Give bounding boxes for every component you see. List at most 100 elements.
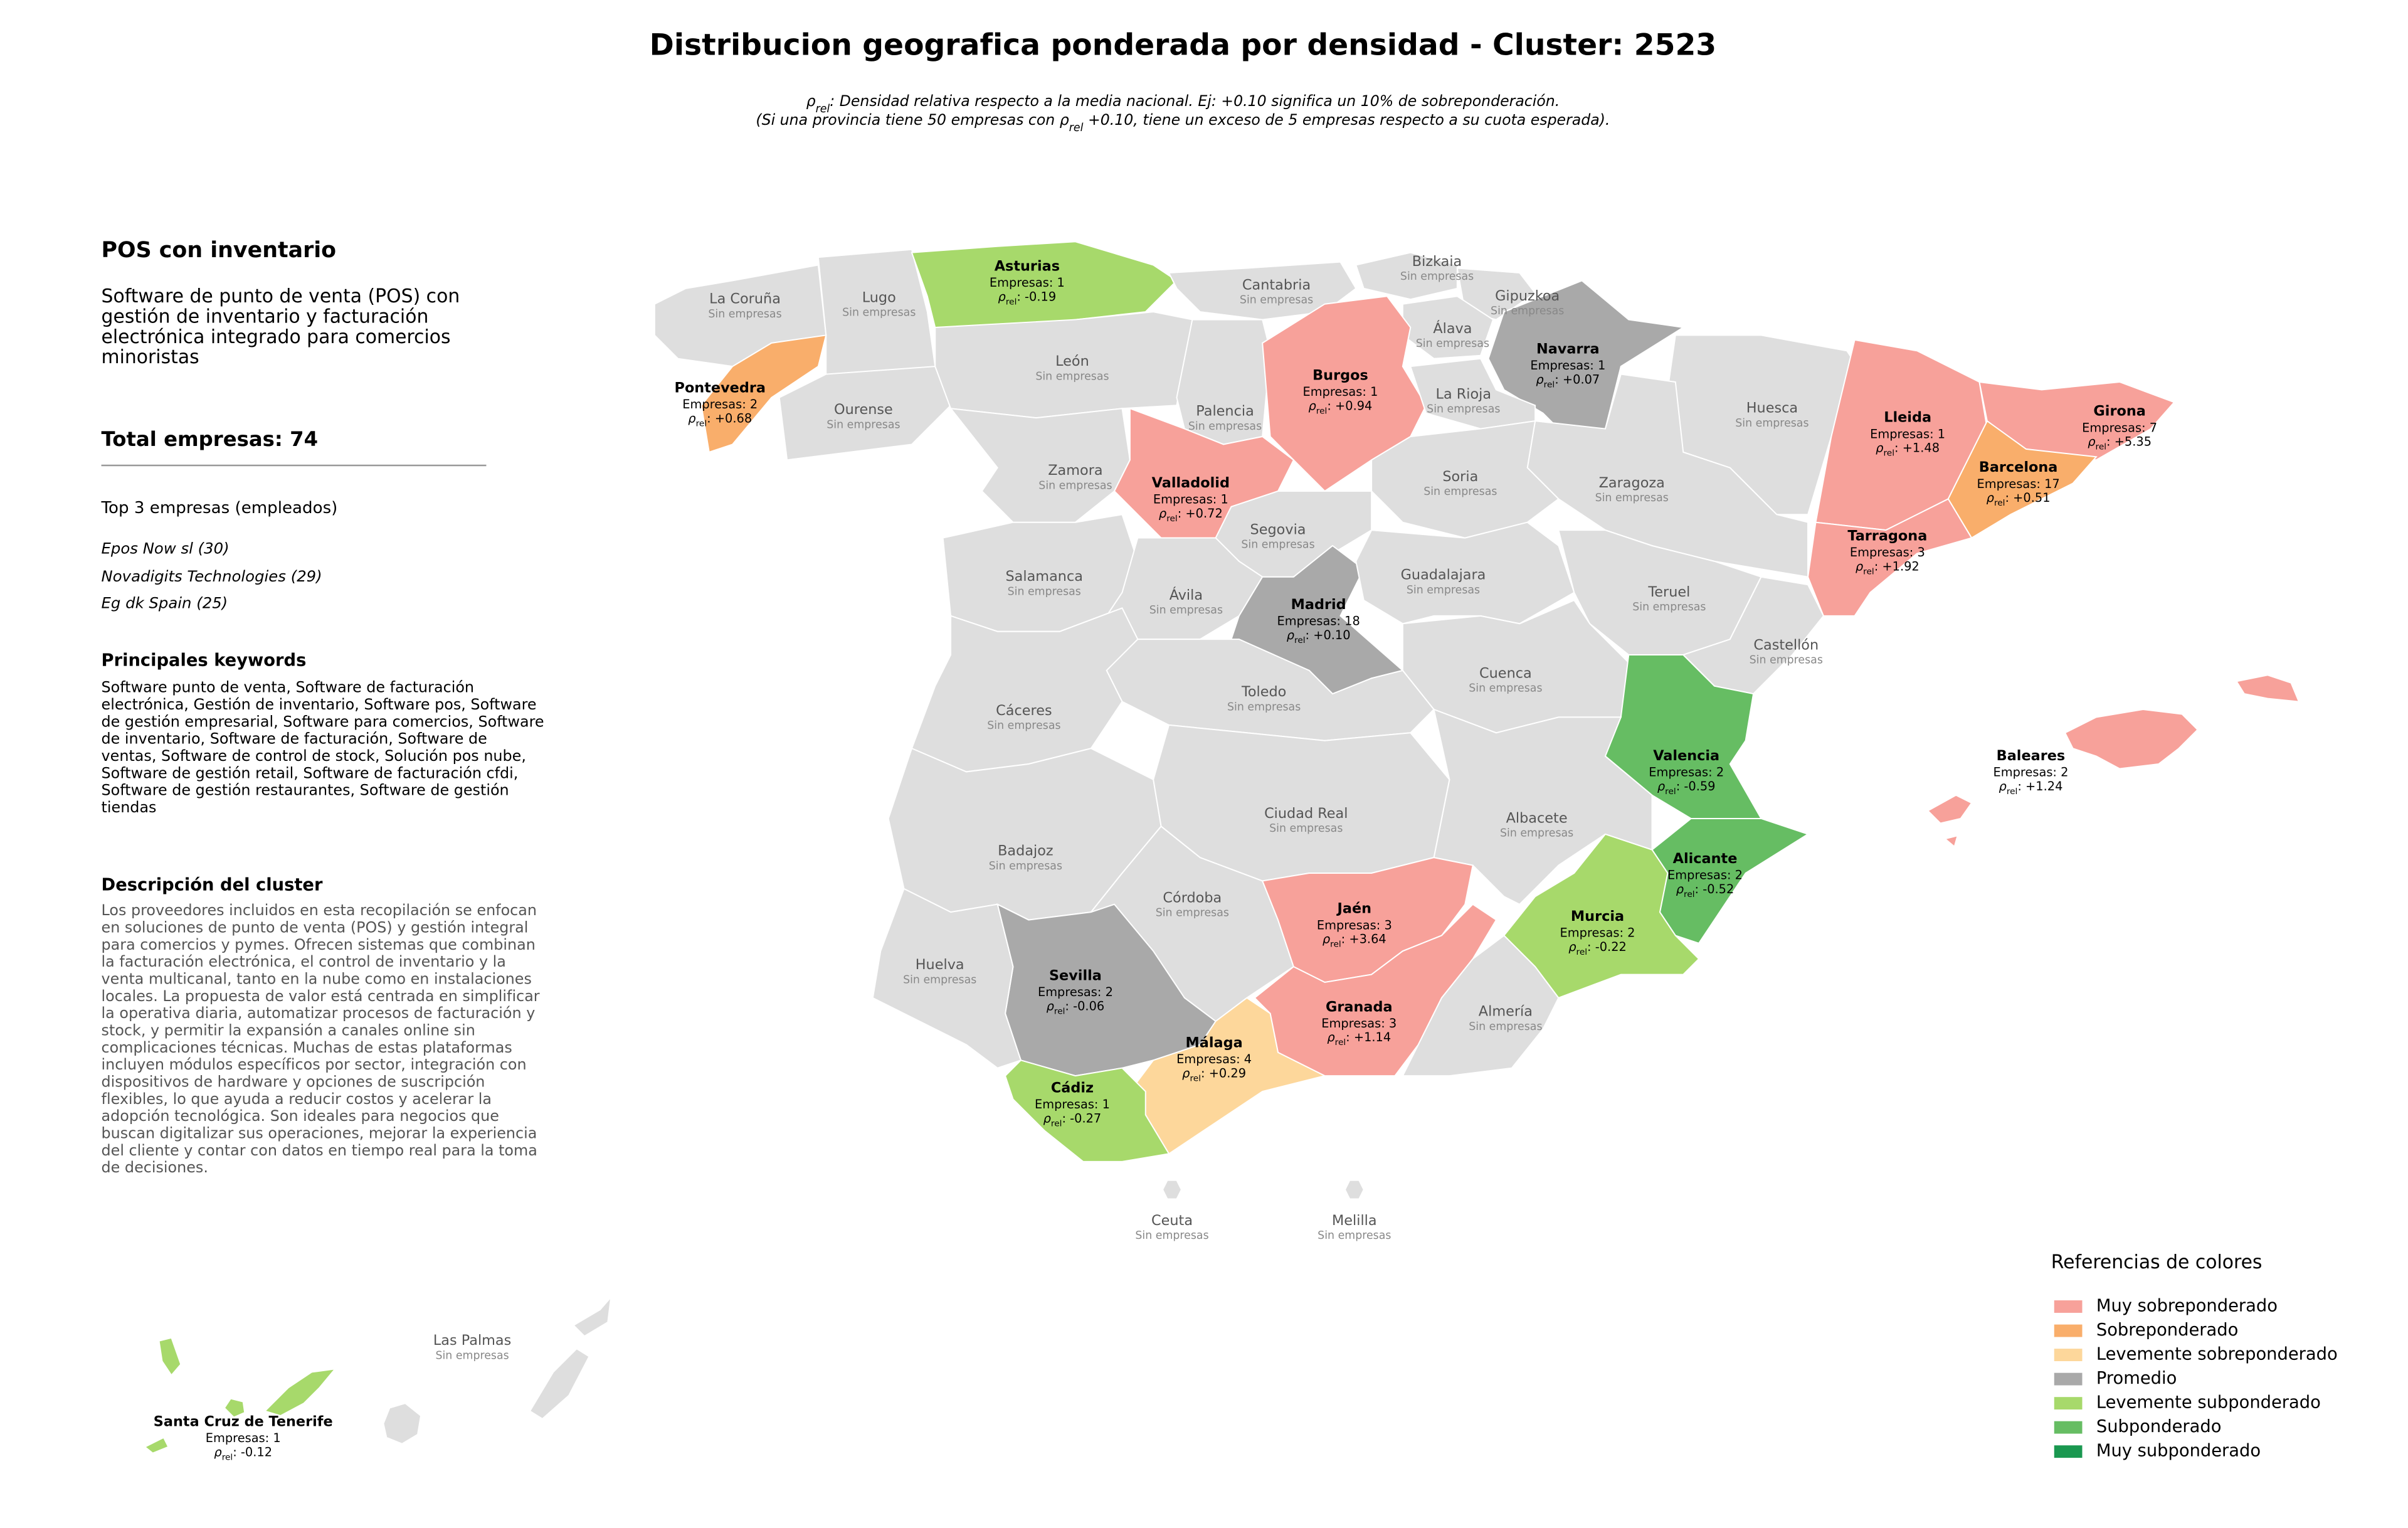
province-name: Granada: [1326, 999, 1393, 1015]
count-value: 1: [1057, 275, 1065, 290]
rho-symbol: ρ: [1327, 1030, 1335, 1044]
province-name: Tarragona: [1847, 528, 1927, 544]
province: [1926, 674, 2300, 848]
province-rho: ρrel: +3.64: [1323, 931, 1386, 950]
province-rho: ρrel: -0.12: [214, 1445, 272, 1463]
top-item: Eg dk Spain (25): [101, 595, 228, 613]
rho-value: +5.35: [2115, 434, 2152, 448]
province-empty: Sin empresas: [989, 860, 1062, 873]
province-empty: Sin empresas: [1227, 701, 1301, 713]
count-value: 7: [2150, 420, 2157, 435]
province: [1355, 252, 1458, 300]
legend-swatch: [2054, 1397, 2083, 1410]
province: [1106, 639, 1435, 741]
rho-value: -0.52: [1703, 882, 1734, 896]
province-count: Empresas: 1: [990, 275, 1065, 290]
province-rho: ρrel: +1.48: [1876, 440, 1940, 459]
count-prefix: Empresas:: [990, 275, 1057, 290]
rho-symbol: ρ: [1536, 372, 1544, 386]
rho-value: +0.10: [1313, 627, 1350, 642]
rho-subscript: rel: [1576, 947, 1588, 957]
province-count: Empresas: 3: [1317, 918, 1392, 932]
rho-separator: :: [1065, 999, 1073, 1013]
rho-symbol: ρ: [2088, 434, 2096, 448]
province-empty: Sin empresas: [1500, 827, 1573, 840]
rho-value: +1.24: [2025, 779, 2062, 793]
province-name: Bizkaia: [1412, 253, 1462, 270]
province-empty: Sin empresas: [1407, 584, 1480, 597]
province-rho: ρrel: +0.29: [1182, 1066, 1246, 1084]
province-count: Empresas: 3: [1850, 545, 1925, 560]
top-item: Epos Now sl (30): [101, 541, 230, 558]
province-rho: ρrel: +0.07: [1536, 372, 1600, 390]
province-name: Huesca: [1746, 400, 1798, 416]
rho-subscript: rel: [1684, 889, 1695, 899]
province-empty: Sin empresas: [1469, 1021, 1542, 1033]
province-count: Empresas: 2: [682, 397, 758, 411]
top-list: Epos Now sl (30) Novadigits Technologies…: [102, 536, 322, 618]
rho-subscript: rel: [1994, 498, 2005, 508]
count-value: 2: [1735, 867, 1743, 882]
province-empty: Sin empresas: [708, 308, 781, 321]
rho-separator: :: [1178, 506, 1186, 521]
rho-symbol: ρ: [1657, 779, 1666, 793]
province-count: Empresas: 1: [1035, 1097, 1110, 1112]
top-heading: Top 3 empresas (empleados): [101, 499, 338, 518]
count-prefix: Empresas:: [1176, 1052, 1244, 1066]
province-name: Cádiz: [1051, 1080, 1094, 1096]
province: [700, 334, 827, 454]
province-count: Empresas: 2: [1649, 765, 1724, 779]
province-name: Huelva: [916, 957, 964, 973]
province-name: Navarra: [1536, 341, 1600, 357]
rho-symbol: ρ: [1047, 999, 1055, 1013]
rho-separator: :: [2106, 434, 2115, 448]
rho-value: -0.22: [1595, 940, 1627, 954]
legend-label: Subponderado: [2096, 1417, 2222, 1436]
cluster-heading: Descripción del cluster: [101, 874, 323, 895]
count-value: 2: [1716, 765, 1724, 779]
province-empty: Sin empresas: [1135, 1229, 1208, 1242]
province-rho: ρrel: +0.51: [1987, 491, 2051, 509]
rho-value: +0.51: [2013, 491, 2050, 505]
rho-separator: :: [1017, 289, 1025, 304]
province: [383, 1295, 612, 1445]
count-prefix: Empresas:: [1321, 1016, 1389, 1030]
province-count: Empresas: 1: [1870, 427, 1945, 441]
province-empty: Sin empresas: [1156, 906, 1229, 919]
provinces: [144, 241, 2300, 1454]
province: [911, 607, 1139, 773]
province-count: Empresas: 2: [1038, 985, 1113, 999]
legend-swatch: [2054, 1421, 2083, 1434]
legend-label: Levemente subponderado: [2096, 1393, 2321, 1413]
province-name: Toledo: [1241, 684, 1286, 700]
province-name: Murcia: [1571, 908, 1624, 925]
rho-subscript: rel: [696, 418, 707, 428]
province-name: Badajoz: [998, 843, 1054, 859]
province-rho: ρrel: +1.14: [1327, 1030, 1391, 1048]
legend-label: Muy subponderado: [2096, 1441, 2261, 1461]
rho-subscript: rel: [222, 1452, 233, 1462]
rho-symbol: ρ: [1987, 491, 1995, 505]
subtitle-text: ρ: [806, 92, 816, 110]
rho-value: -0.27: [1070, 1111, 1101, 1125]
rho-separator: :: [2005, 491, 2013, 505]
keywords-heading: Principales keywords: [101, 650, 307, 671]
province: [1402, 935, 1560, 1077]
count-prefix: Empresas:: [1667, 867, 1735, 882]
count-value: 2: [1627, 925, 1635, 940]
legend-label: Promedio: [2096, 1369, 2177, 1388]
province-rho: ρrel: -0.59: [1657, 779, 1716, 797]
province-name: Ávila: [1170, 586, 1203, 603]
subscript: rel: [1069, 122, 1084, 134]
count-value: 1: [1598, 358, 1605, 372]
province-rho: ρrel: -0.19: [998, 289, 1057, 307]
rho-separator: :: [1201, 1066, 1209, 1080]
province-empty: Sin empresas: [1241, 539, 1314, 551]
province-rho: ρrel: +0.68: [688, 411, 752, 429]
province-name: Barcelona: [1979, 459, 2058, 475]
province-empty: Sin empresas: [435, 1349, 509, 1362]
count-prefix: Empresas:: [1153, 492, 1221, 506]
province-empty: Sin empresas: [903, 974, 976, 986]
province-name: Ciudad Real: [1264, 805, 1348, 822]
